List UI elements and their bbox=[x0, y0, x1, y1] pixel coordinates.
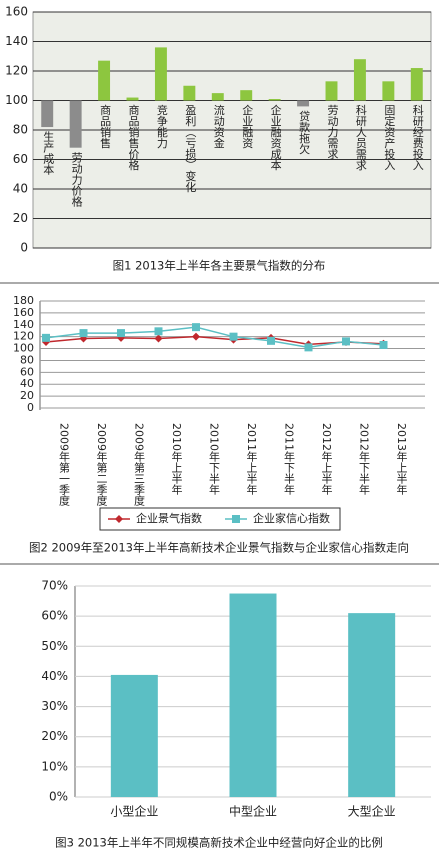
bar bbox=[297, 100, 310, 107]
legend-box bbox=[99, 507, 341, 531]
y-tick-label: 50% bbox=[41, 639, 68, 653]
category-label: 盈利（亏损）变化 bbox=[184, 104, 197, 193]
y-tick-label: 40 bbox=[20, 377, 34, 390]
y-tick-label: 160 bbox=[13, 306, 34, 319]
bar bbox=[154, 47, 167, 101]
category-label: 贷款拖欠 bbox=[298, 109, 311, 155]
category-label: 企业融资 bbox=[241, 103, 254, 149]
x-tick-label: 2010年下半年 bbox=[208, 423, 221, 495]
legend-label: 企业家信心指数 bbox=[253, 511, 330, 525]
x-tick-label: 2012年下半年 bbox=[358, 423, 371, 495]
y-tick-label: 100 bbox=[13, 342, 34, 355]
x-tick-label: 大型企业 bbox=[348, 804, 396, 819]
bar bbox=[110, 674, 158, 797]
y-tick-label: 80 bbox=[20, 353, 34, 366]
y-tick-label: 70% bbox=[41, 579, 68, 593]
category-label: 劳动力需求 bbox=[326, 104, 339, 159]
x-tick-label: 2011年下半年 bbox=[283, 423, 296, 495]
bar bbox=[183, 85, 196, 101]
y-tick-label: 20 bbox=[20, 389, 34, 402]
marker bbox=[42, 333, 50, 342]
marker bbox=[267, 336, 275, 345]
y-tick-label: 60% bbox=[41, 609, 68, 623]
x-tick-label: 2009年第二季度 bbox=[95, 423, 108, 507]
y-tick-label: 20% bbox=[41, 729, 68, 743]
category-label: 固定资产投入 bbox=[383, 104, 396, 170]
category-label: 科研经费投入 bbox=[411, 103, 424, 170]
category-label: 劳动力价格 bbox=[70, 151, 83, 207]
marker bbox=[192, 323, 200, 332]
marker bbox=[154, 327, 163, 336]
y-tick-label: 60 bbox=[13, 152, 28, 166]
bar bbox=[268, 99, 281, 101]
y-tick-label: 10% bbox=[41, 759, 68, 773]
y-tick-label: 140 bbox=[5, 34, 28, 48]
x-tick-label: 2009年第一季度 bbox=[58, 423, 71, 507]
series-line bbox=[45, 326, 384, 349]
bar bbox=[41, 100, 54, 128]
bar bbox=[126, 97, 139, 101]
y-tick-label: 120 bbox=[5, 64, 28, 78]
y-tick-label: 100 bbox=[5, 93, 28, 107]
chart-caption: 图2 2009年至2013年上半年高新技术企业景气指数与企业家信心指数走向 bbox=[29, 541, 409, 555]
y-tick-label: 80 bbox=[13, 123, 28, 137]
bar bbox=[69, 100, 82, 148]
series-line bbox=[45, 335, 384, 346]
y-tick-label: 40% bbox=[41, 669, 68, 683]
category-label: 竞争能力 bbox=[155, 103, 168, 148]
legend-swatch bbox=[115, 515, 123, 523]
marker bbox=[304, 343, 313, 352]
x-tick-label: 2013年上半年 bbox=[395, 423, 408, 495]
x-tick-label: 中型企业 bbox=[229, 804, 277, 819]
y-tick-label: 0% bbox=[49, 790, 68, 804]
bar bbox=[98, 60, 111, 101]
y-tick-label: 40 bbox=[13, 182, 28, 196]
y-tick-label: 0 bbox=[20, 241, 28, 255]
bar bbox=[353, 59, 366, 101]
y-tick-label: 30% bbox=[41, 699, 68, 713]
y-tick-label: 60 bbox=[20, 365, 34, 378]
marker bbox=[117, 329, 125, 338]
x-tick-label: 2010年上半年 bbox=[170, 423, 183, 495]
x-tick-label: 2012年上半年 bbox=[320, 423, 333, 495]
y-tick-label: 20 bbox=[13, 211, 28, 225]
y-tick-label: 160 bbox=[5, 5, 28, 19]
marker bbox=[342, 337, 350, 346]
bar bbox=[325, 81, 338, 101]
marker bbox=[229, 332, 238, 341]
chart-caption: 图3 2013年上半年不同规模高新技术企业中经营向好企业的比例 bbox=[55, 836, 383, 850]
category-label: 流动资金 bbox=[212, 103, 225, 148]
bar bbox=[348, 613, 396, 797]
chart-caption: 图1 2013年上半年各主要景气指数的分布 bbox=[113, 259, 326, 273]
marker bbox=[192, 332, 200, 341]
category-label: 科研人员需求 bbox=[354, 103, 367, 170]
legend-swatch bbox=[232, 515, 240, 523]
bar bbox=[382, 81, 395, 101]
category-label: 企业融资成本 bbox=[269, 103, 282, 171]
category-label: 生产成本 bbox=[42, 130, 55, 176]
y-tick-label: 120 bbox=[13, 330, 34, 343]
marker bbox=[154, 334, 163, 343]
marker bbox=[379, 340, 388, 349]
bar bbox=[410, 68, 423, 101]
legend-label: 企业景气指数 bbox=[136, 511, 202, 525]
y-tick-label: 0 bbox=[27, 401, 34, 414]
y-tick-label: 140 bbox=[13, 318, 34, 331]
category-label: 商品销售价格 bbox=[127, 103, 140, 171]
marker bbox=[79, 329, 88, 338]
category-label: 商品销售 bbox=[99, 103, 112, 149]
y-tick-label: 180 bbox=[13, 294, 34, 307]
bar bbox=[211, 93, 224, 101]
bar bbox=[240, 90, 253, 101]
x-tick-label: 2011年上半年 bbox=[245, 423, 258, 495]
x-tick-label: 2009年第三季度 bbox=[133, 423, 146, 507]
x-tick-label: 小型企业 bbox=[110, 804, 158, 819]
bar bbox=[229, 593, 277, 797]
